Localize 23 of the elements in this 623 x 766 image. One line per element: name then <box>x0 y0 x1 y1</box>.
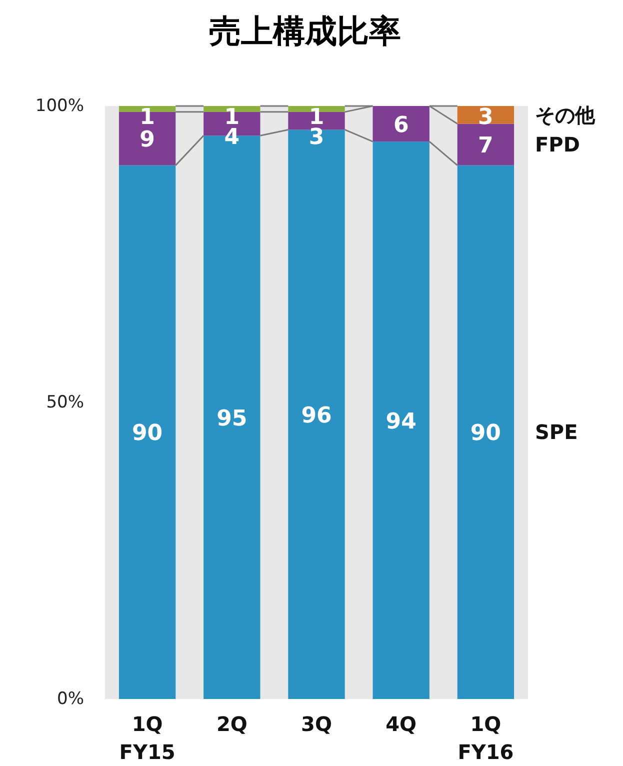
data-label: 96 <box>301 403 332 428</box>
x-tick-label: 3Q <box>301 712 332 736</box>
data-label: 6 <box>393 112 409 138</box>
x-tick-label: 1Q FY15 <box>119 712 176 764</box>
y-tick-label: 0% <box>57 689 84 709</box>
x-tick-label: 4Q <box>386 712 417 736</box>
data-label: 4 <box>224 125 240 150</box>
data-label: 9 <box>140 128 155 153</box>
series-name: その他 <box>535 102 595 127</box>
data-label: 90 <box>470 421 502 446</box>
series-name: SPE <box>535 420 578 444</box>
data-label: 95 <box>216 406 248 432</box>
series-name: FPD <box>535 132 580 157</box>
x-tick-label: 1Q FY16 <box>458 712 514 764</box>
data-label: 3 <box>478 105 494 130</box>
x-tick-label: 2Q <box>216 712 248 736</box>
data-label: 94 <box>386 409 416 434</box>
data-label: 90 <box>132 421 163 446</box>
data-label: 7 <box>478 134 494 159</box>
title: 売上構成比率 <box>209 12 401 50</box>
y-tick-label: 50% <box>46 392 84 412</box>
y-tick-label: 100% <box>35 96 84 116</box>
data-label: 1 <box>140 105 155 130</box>
